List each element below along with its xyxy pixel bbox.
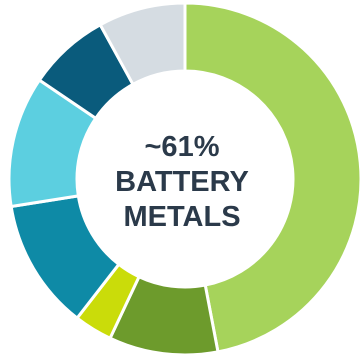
donut-slice-1 (183, 1, 361, 354)
donut-slices (7, 1, 361, 357)
center-label-line3: METALS (123, 201, 240, 233)
donut-slice-7 (98, 1, 187, 87)
center-label-percent: ~61% (145, 131, 220, 163)
center-label-line2: BATTERY (115, 166, 249, 198)
